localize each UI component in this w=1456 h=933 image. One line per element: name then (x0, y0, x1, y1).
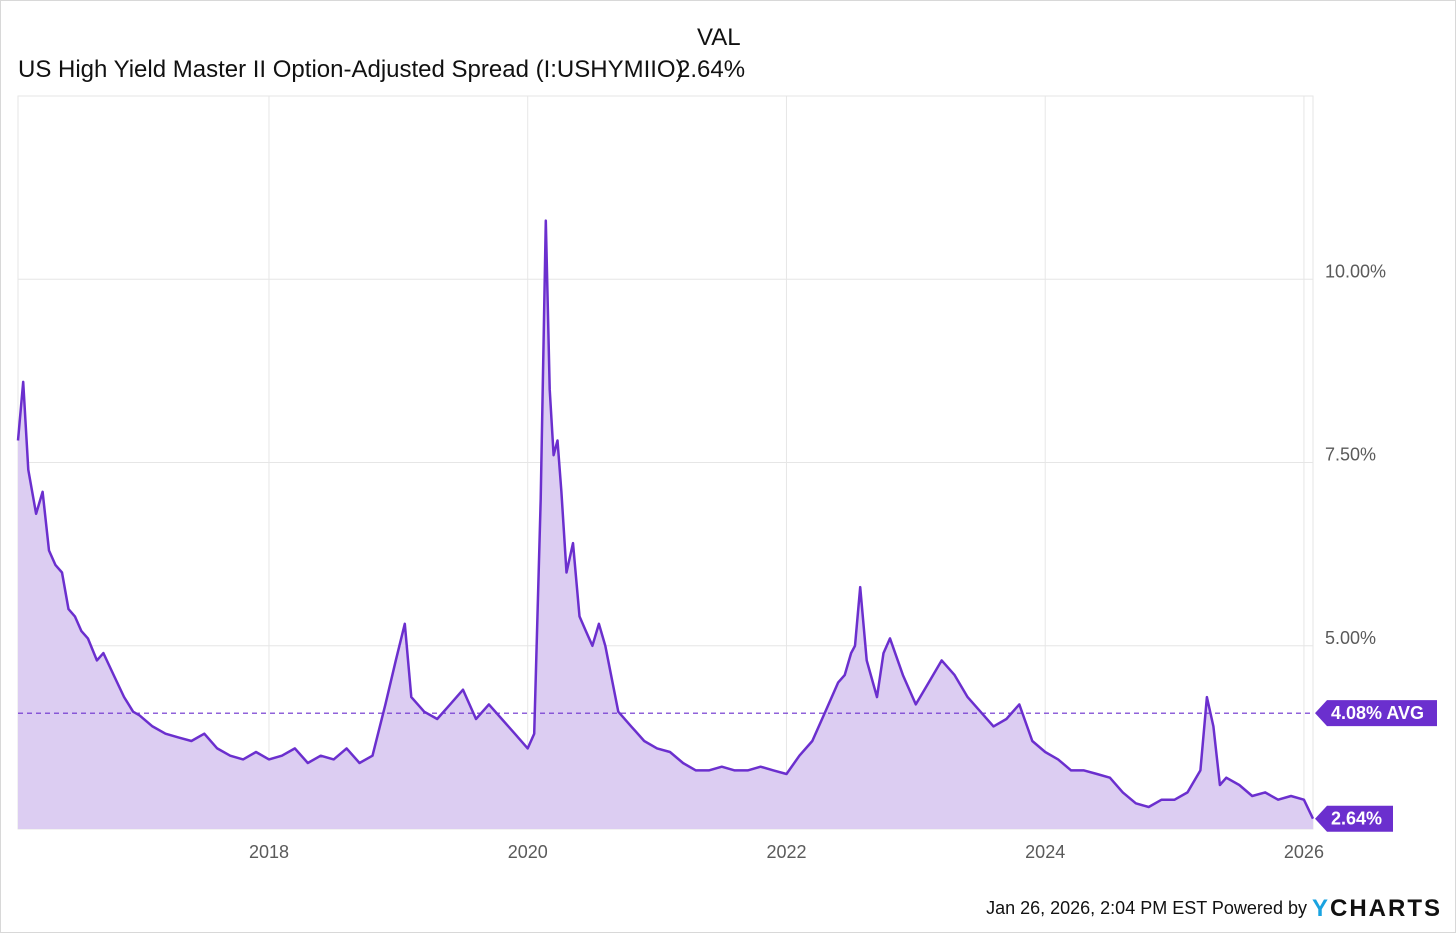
y-tick-label: 7.50% (1325, 445, 1376, 465)
legend-column-header: VAL (697, 24, 741, 51)
axis-layer: 2018 2020 2022 2024 2026 5.00% 7.50% 10.00% (249, 261, 1386, 862)
x-tick-label: 2022 (766, 842, 806, 862)
badge-layer: 4.08% AVG 2.64% (1315, 700, 1437, 832)
series-line (16, 219, 1315, 820)
x-tick-label: 2020 (508, 842, 548, 862)
average-badge-shape (1315, 700, 1437, 727)
ycharts-logo-y: Y (1311, 895, 1330, 922)
last-value-badge-text: 2.64% (1331, 809, 1382, 829)
series-area-fill (18, 220, 1313, 830)
last-value-badge-shape (1315, 805, 1393, 832)
series-area-layer (16, 219, 1315, 830)
ycharts-logo[interactable]: YCHARTS (1312, 895, 1442, 922)
footer-powered-by: Powered by (1211, 898, 1307, 918)
x-tick-label: 2018 (249, 842, 289, 862)
y-tick-label: 10.00% (1325, 261, 1386, 281)
grid (17, 95, 1314, 830)
x-tick-label: 2026 (1284, 842, 1324, 862)
legend-series-name: US High Yield Master II Option-Adjusted … (18, 56, 684, 83)
ycharts-logo-text: CHARTS (1330, 895, 1442, 922)
footer-timestamp: Jan 26, 2026, 2:04 PM EST (986, 898, 1207, 918)
footer-credit: Jan 26, 2026, 2:04 PM EST Powered by YCH… (986, 895, 1442, 923)
average-badge-text: 4.08% AVG (1331, 703, 1424, 723)
y-tick-label: 5.00% (1325, 628, 1376, 648)
x-tick-label: 2024 (1025, 842, 1065, 862)
legend-series-value: 2.64% (677, 56, 746, 83)
